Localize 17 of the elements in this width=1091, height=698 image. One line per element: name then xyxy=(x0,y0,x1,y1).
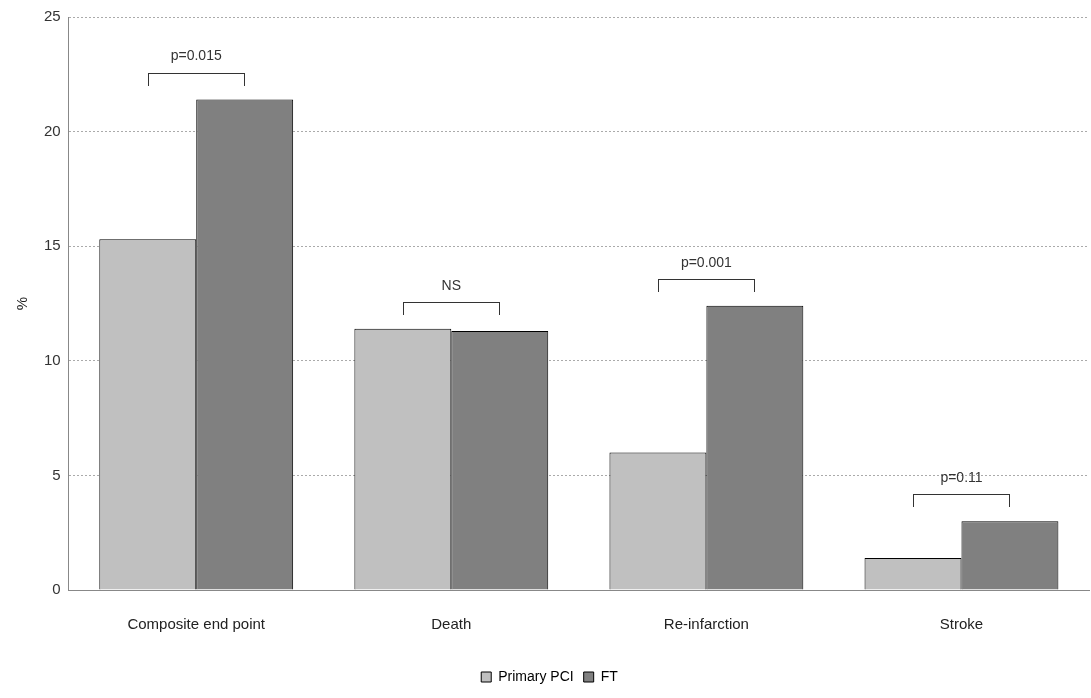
x-tick-label: Composite end point xyxy=(127,615,266,633)
legend-label: Primary PCI xyxy=(498,667,574,684)
annotation: p=0.015 xyxy=(170,47,222,64)
y-tick-label: 15 xyxy=(44,236,61,254)
y-tick-label: 10 xyxy=(44,350,61,368)
legend-label: FT xyxy=(600,667,619,684)
x-tick-label: Death xyxy=(431,615,472,633)
y-tick-label: 25 xyxy=(44,7,61,25)
x-tick-label: Re-infarction xyxy=(663,615,749,633)
y-tick-label: 20 xyxy=(44,121,61,139)
annotation: p=0.11 xyxy=(940,469,983,486)
y-tick-label: 5 xyxy=(52,465,61,483)
annotation: NS xyxy=(441,276,462,293)
y-axis-title: % xyxy=(13,296,31,311)
annotation: p=0.001 xyxy=(680,253,733,270)
x-tick-label: Stroke xyxy=(939,615,984,633)
y-tick-label: 0 xyxy=(52,580,61,598)
